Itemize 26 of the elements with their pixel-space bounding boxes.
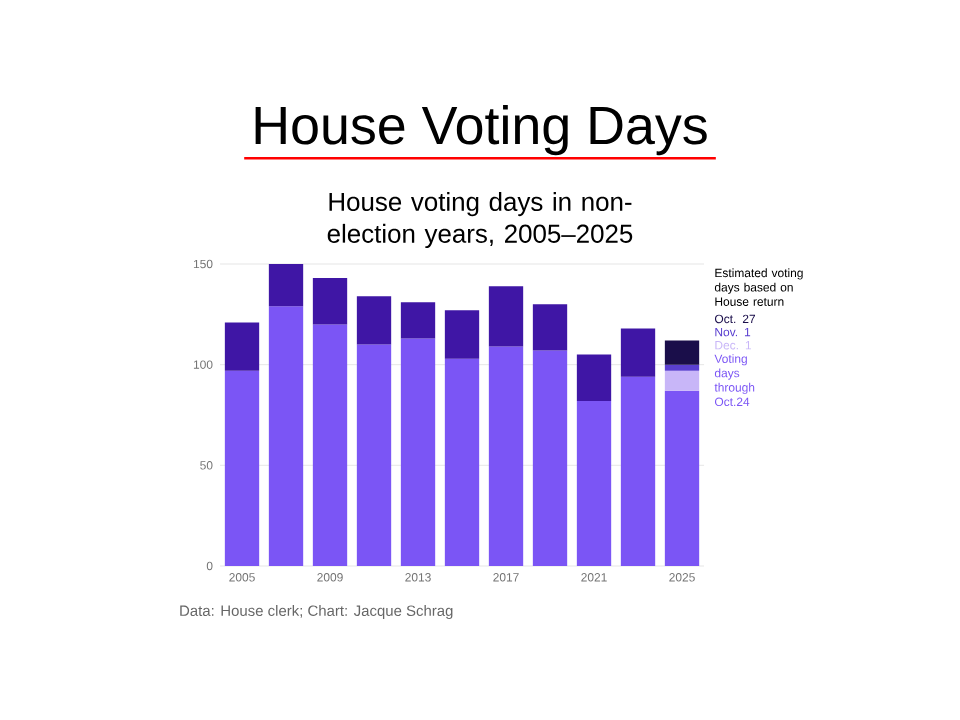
bar <box>664 390 700 566</box>
bar <box>312 324 348 566</box>
bar <box>620 376 656 566</box>
bar <box>444 358 480 566</box>
bar <box>532 304 568 351</box>
bar <box>356 344 392 566</box>
bar <box>664 370 700 391</box>
bar <box>488 286 524 347</box>
bar <box>576 354 612 401</box>
bar <box>224 370 260 566</box>
bar <box>532 350 568 566</box>
bar <box>488 346 524 566</box>
chart-title: House Voting Days <box>255 105 707 156</box>
bar <box>268 263 304 307</box>
bar <box>576 400 612 566</box>
bar <box>664 340 700 365</box>
bar <box>444 310 480 359</box>
chart-subtitle: House voting days in non-election years, 2005–2025 <box>327 191 633 249</box>
bar <box>400 302 436 339</box>
bar <box>620 328 656 377</box>
bar <box>400 338 436 566</box>
bar <box>664 364 700 371</box>
bar <box>224 322 260 371</box>
bar <box>312 278 348 325</box>
bar <box>268 306 304 566</box>
bar <box>356 296 392 345</box>
